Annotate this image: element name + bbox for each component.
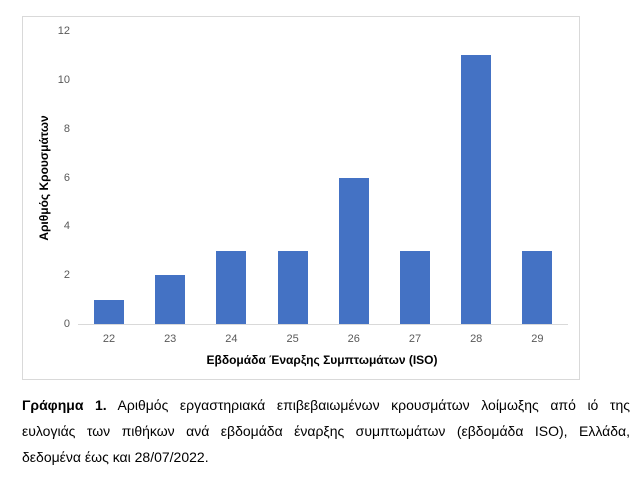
chart-frame bbox=[22, 16, 580, 380]
caption-text-1: Αριθμός εργαστηριακά επιβεβαιωμένων κρου… bbox=[117, 397, 630, 413]
caption-line-1: Γράφημα 1. Αριθμός εργαστηριακά επιβεβαι… bbox=[22, 392, 630, 418]
caption-line-2: ευλογιάς των πιθήκων ανά εβδομάδα έναρξη… bbox=[22, 423, 630, 439]
caption-line-3: δεδομένα έως και 28/07/2022. bbox=[22, 449, 209, 465]
caption-label: Γράφημα 1. bbox=[22, 397, 107, 413]
figure-caption: Γράφημα 1. Αριθμός εργαστηριακά επιβεβαι… bbox=[22, 392, 630, 470]
